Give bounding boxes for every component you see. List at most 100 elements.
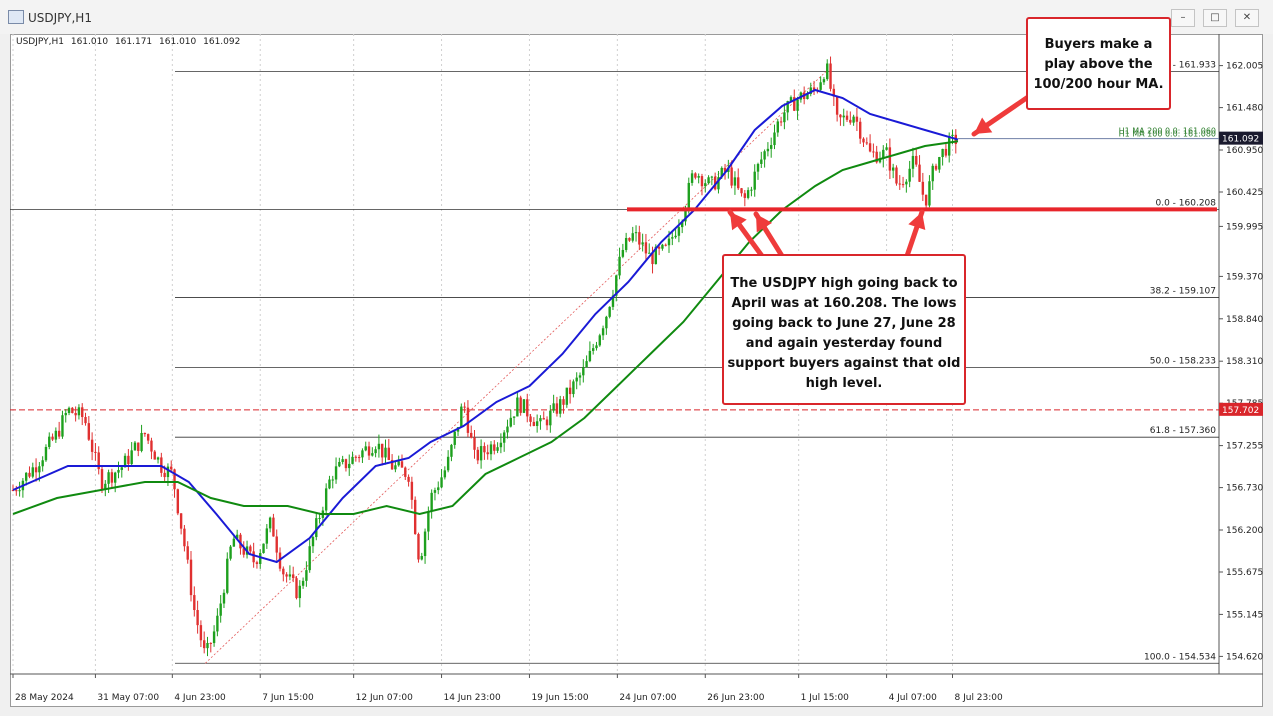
candle-body xyxy=(384,447,387,458)
callout-ma-breakout: Buyers make a play above the 100/200 hou… xyxy=(1026,17,1171,110)
candle-body xyxy=(226,558,229,593)
candle-body xyxy=(743,193,747,198)
current-price-tag-label: 161.092 xyxy=(1222,135,1259,145)
candle-body xyxy=(549,410,552,426)
candle-body xyxy=(486,452,489,455)
callout-line: support buyers against that old xyxy=(727,356,961,371)
candle-body xyxy=(259,553,262,564)
candle-body xyxy=(512,416,516,418)
candle-body xyxy=(202,640,206,649)
candle-body xyxy=(324,488,328,511)
candle-body xyxy=(872,151,875,153)
y-tick-label: 162.005 xyxy=(1226,62,1263,72)
candle-body xyxy=(275,536,278,553)
candle-body xyxy=(400,461,404,468)
candle-body xyxy=(621,249,625,257)
callout-line: high level. xyxy=(805,376,883,391)
candle-body xyxy=(163,472,166,478)
candle-body xyxy=(470,432,473,438)
callout-line: The USDJPY high going back to xyxy=(730,276,958,291)
candle-body xyxy=(166,466,170,478)
candle-body xyxy=(651,252,654,265)
candle-body xyxy=(404,467,407,477)
candle-body xyxy=(130,450,133,465)
close-button[interactable]: ✕ xyxy=(1235,9,1259,27)
candle-body xyxy=(61,415,64,437)
candle-body xyxy=(740,188,743,194)
candle-body xyxy=(71,407,74,414)
y-tick-label: 160.950 xyxy=(1226,146,1263,156)
candle-body xyxy=(371,453,374,456)
candle-body xyxy=(684,208,687,222)
y-tick-label: 156.200 xyxy=(1226,526,1263,536)
candle-body xyxy=(908,168,911,182)
candle-body xyxy=(11,490,15,491)
candle-body xyxy=(473,437,476,450)
x-tick-label: 26 Jun 23:00 xyxy=(707,693,764,703)
candle-body xyxy=(733,177,737,186)
candle-body xyxy=(34,467,38,473)
candle-body xyxy=(644,242,648,254)
candle-body xyxy=(460,406,463,428)
candle-body xyxy=(882,149,885,159)
candle-body xyxy=(183,528,186,547)
ma-line xyxy=(12,140,959,516)
candle-body xyxy=(572,381,575,395)
candle-body xyxy=(535,421,539,426)
candle-body xyxy=(193,595,196,611)
candle-body xyxy=(331,479,334,481)
candle-body xyxy=(430,492,433,512)
candle-body xyxy=(199,625,203,641)
support-arrow-2-head xyxy=(756,214,773,233)
candle-body xyxy=(450,444,453,457)
candle-body xyxy=(77,407,81,416)
candle-body xyxy=(862,138,865,143)
candle-body xyxy=(242,548,245,555)
candle-body xyxy=(381,443,384,458)
candle-body xyxy=(951,134,954,136)
candle-body xyxy=(796,99,799,111)
y-tick-label: 158.310 xyxy=(1226,357,1263,367)
candle-body xyxy=(522,399,526,413)
candle-body xyxy=(845,115,849,120)
candle-body xyxy=(100,469,104,490)
ma-breakout-arrow-head xyxy=(974,117,993,134)
candle-body xyxy=(235,534,239,539)
y-tick-label: 161.480 xyxy=(1226,104,1263,114)
candle-body xyxy=(255,562,259,564)
candle-body xyxy=(707,177,710,184)
candle-body xyxy=(763,151,766,160)
y-tick-label: 159.995 xyxy=(1226,222,1263,232)
ohlc-symbol: USDJPY,H1 xyxy=(16,37,64,47)
candle-body xyxy=(348,463,351,469)
y-tick-label: 156.730 xyxy=(1226,484,1263,494)
candle-body xyxy=(694,173,697,178)
candle-body xyxy=(895,167,898,184)
candle-body xyxy=(713,176,717,190)
candle-body xyxy=(107,472,110,484)
candle-body xyxy=(585,361,588,368)
maximize-button[interactable]: □ xyxy=(1203,9,1227,27)
candle-body xyxy=(133,442,137,451)
candle-body xyxy=(631,233,634,241)
candle-body xyxy=(84,417,87,424)
minimize-button[interactable]: – xyxy=(1171,9,1195,27)
candle-body xyxy=(446,456,450,471)
ohlc-close: 161.092 xyxy=(203,37,241,47)
candle-body xyxy=(529,416,532,422)
candle-body xyxy=(113,472,117,483)
candle-body xyxy=(634,232,638,234)
candle-body xyxy=(110,472,114,483)
candle-body xyxy=(509,417,512,427)
ma-label: H1 MA 200 0.0: 161.060 xyxy=(1119,127,1216,136)
candle-body xyxy=(852,116,855,123)
price-chart[interactable]: 162.005 161.480 160.950 160.425 159.995 159.3… xyxy=(10,34,1263,707)
candle-body xyxy=(219,603,222,616)
candle-body xyxy=(186,546,189,560)
candle-body xyxy=(532,421,536,426)
candle-body xyxy=(222,592,226,604)
candle-body xyxy=(921,181,925,195)
fib-level-label: 100.0 - 154.534 xyxy=(1144,652,1216,662)
candle-body xyxy=(829,63,832,89)
callout-support: The USDJPY high going back to April was … xyxy=(722,254,966,405)
